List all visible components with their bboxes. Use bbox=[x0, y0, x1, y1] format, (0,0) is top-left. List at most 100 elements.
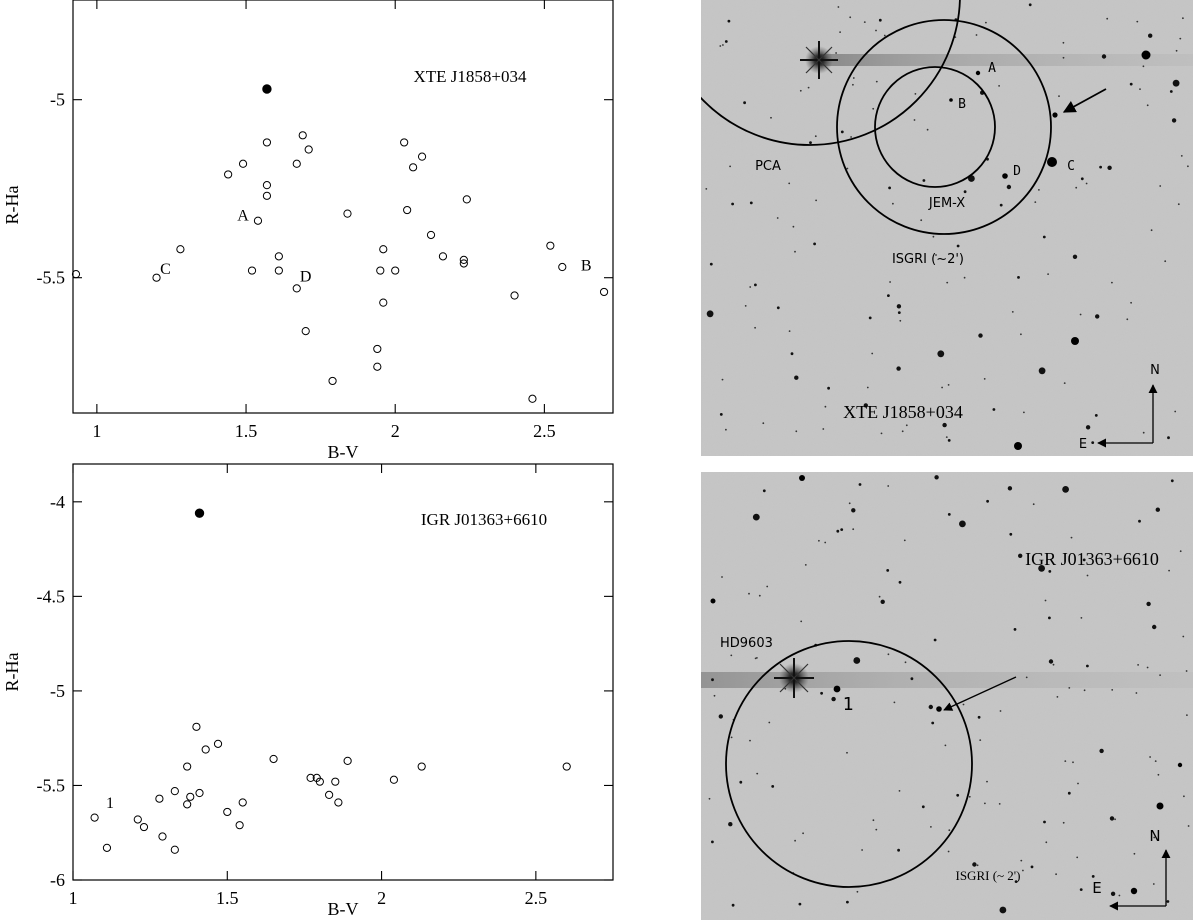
field-star bbox=[1064, 760, 1067, 762]
field-star bbox=[1091, 441, 1095, 444]
field-star bbox=[1177, 203, 1180, 206]
field-star bbox=[1135, 692, 1138, 694]
bright-field-star bbox=[949, 98, 953, 102]
field-star bbox=[984, 802, 986, 805]
data-point bbox=[343, 756, 352, 765]
field-star bbox=[861, 849, 863, 851]
field-star bbox=[790, 352, 794, 356]
data-point bbox=[238, 159, 248, 168]
image-title: IGR J01363+6610 bbox=[1025, 549, 1159, 569]
counterpart-arrow bbox=[943, 676, 1017, 711]
field-star bbox=[1062, 821, 1065, 824]
field-star bbox=[887, 653, 890, 656]
field-star bbox=[1007, 486, 1013, 491]
data-point bbox=[438, 252, 448, 261]
data-point bbox=[201, 745, 210, 754]
field-star bbox=[1187, 825, 1190, 827]
field-star bbox=[721, 378, 724, 381]
field-star bbox=[933, 638, 937, 642]
field-star bbox=[1175, 49, 1178, 52]
field-star bbox=[1129, 82, 1133, 86]
data-point bbox=[426, 230, 436, 240]
field-star bbox=[1055, 873, 1057, 876]
field-star bbox=[754, 326, 756, 329]
field-star bbox=[731, 903, 735, 907]
field-star bbox=[937, 350, 945, 358]
field-star bbox=[809, 141, 812, 145]
field-star bbox=[1086, 664, 1089, 668]
field-star bbox=[999, 203, 1003, 207]
field-star bbox=[762, 422, 765, 425]
bright-field-star bbox=[833, 685, 841, 693]
field-star bbox=[905, 424, 908, 427]
field-star bbox=[947, 439, 951, 442]
field-star bbox=[1154, 760, 1157, 762]
field-star bbox=[858, 483, 862, 486]
field-star bbox=[945, 436, 948, 438]
field-star bbox=[705, 188, 708, 190]
field-star bbox=[920, 219, 923, 222]
field-star bbox=[1048, 570, 1052, 573]
field-star bbox=[730, 654, 733, 657]
field-star bbox=[794, 250, 796, 253]
field-star bbox=[898, 580, 902, 584]
compass: N E bbox=[1079, 363, 1160, 452]
field-star bbox=[743, 101, 746, 105]
field-star bbox=[888, 186, 891, 190]
field-star bbox=[903, 539, 906, 542]
data-point bbox=[304, 145, 313, 154]
field-star bbox=[1130, 301, 1132, 304]
data-point bbox=[417, 762, 426, 771]
field-star bbox=[931, 721, 935, 725]
counterpart-arrow bbox=[1062, 88, 1107, 113]
bright-field-star bbox=[1002, 173, 1008, 179]
field-star bbox=[719, 45, 722, 47]
field-star bbox=[992, 408, 996, 411]
field-star bbox=[935, 254, 937, 256]
pca-error-circle bbox=[701, 0, 961, 146]
data-point bbox=[379, 245, 388, 254]
field-star bbox=[1169, 90, 1173, 93]
field-star bbox=[999, 906, 1007, 914]
y-tick-label: -5.5 bbox=[37, 268, 66, 288]
point-annotation: 1 bbox=[106, 795, 114, 812]
data-point bbox=[274, 266, 283, 275]
data-point bbox=[389, 775, 399, 784]
field-star bbox=[1126, 318, 1129, 321]
field-star bbox=[721, 576, 723, 578]
data-point bbox=[400, 138, 409, 147]
field-star bbox=[1167, 436, 1170, 440]
field-star bbox=[1149, 756, 1151, 758]
point-annotation: D bbox=[300, 268, 312, 285]
y-tick-label: -4 bbox=[50, 492, 65, 512]
field-star bbox=[827, 386, 830, 390]
field-star bbox=[831, 696, 836, 702]
field-star bbox=[977, 715, 981, 719]
bright-star-hd9603 bbox=[774, 658, 814, 698]
field-star bbox=[946, 281, 949, 284]
field-star bbox=[913, 119, 916, 121]
isgri-error-circle bbox=[725, 640, 973, 888]
field-star bbox=[1017, 276, 1020, 279]
data-point bbox=[462, 195, 471, 204]
point-annotation: A bbox=[237, 208, 249, 225]
field-star bbox=[837, 6, 840, 8]
label-star-b: B bbox=[958, 97, 966, 112]
data-point bbox=[186, 792, 195, 801]
field-star bbox=[1045, 841, 1048, 844]
data-point bbox=[274, 252, 283, 261]
y-axis-label: R-Ha bbox=[2, 653, 22, 692]
field-star bbox=[1187, 165, 1189, 168]
field-star bbox=[1034, 201, 1037, 204]
field-star bbox=[718, 714, 723, 719]
field-star bbox=[883, 34, 886, 37]
data-point bbox=[331, 777, 340, 786]
field-star bbox=[1052, 663, 1055, 666]
field-star bbox=[1095, 314, 1100, 319]
chart-title: IGR J01363+6610 bbox=[421, 510, 547, 529]
data-point bbox=[301, 327, 310, 336]
data-point bbox=[183, 800, 192, 809]
field-star bbox=[850, 136, 852, 138]
field-star bbox=[1067, 791, 1071, 795]
field-star bbox=[1139, 88, 1141, 90]
